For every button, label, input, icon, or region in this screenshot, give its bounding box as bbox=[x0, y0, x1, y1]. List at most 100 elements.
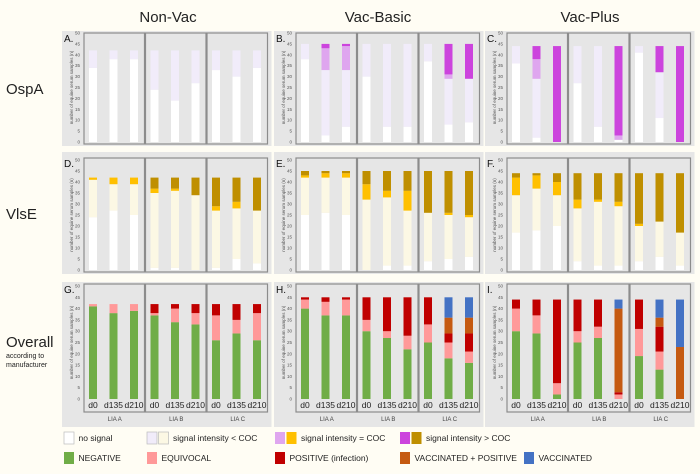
bar-segment-vlse_lt bbox=[465, 217, 473, 257]
y-tick-label: 25 bbox=[287, 213, 293, 218]
y-tick-label: 0 bbox=[500, 140, 503, 145]
y-tick-label: 10 bbox=[287, 374, 293, 379]
bar-segment-vlse_eq bbox=[553, 182, 561, 196]
y-tick-label: 30 bbox=[498, 74, 504, 79]
bar-d135 bbox=[594, 46, 602, 142]
legend-item-result-2: POSITIVE (infection) bbox=[275, 452, 369, 464]
bar-d135 bbox=[444, 43, 453, 142]
bar-segment-neg bbox=[253, 340, 261, 399]
bar-segment-vlse_gt bbox=[465, 171, 473, 215]
panel-label: A. bbox=[64, 34, 73, 45]
y-tick-label: 35 bbox=[498, 191, 504, 196]
group-box bbox=[206, 157, 269, 273]
x-tick-label: d0 bbox=[362, 400, 372, 410]
panel-label: E. bbox=[276, 159, 285, 170]
group-lia-c bbox=[629, 32, 692, 145]
bar-d0 bbox=[89, 304, 97, 399]
bar-segment-neg bbox=[89, 306, 97, 399]
bar-segment-ospa_eq bbox=[321, 48, 330, 71]
y-tick-label: 15 bbox=[287, 363, 293, 368]
bar-segment-pos bbox=[212, 304, 220, 316]
bar-d135 bbox=[171, 177, 179, 270]
y-axis-label: number of equine serum samples (n) bbox=[69, 50, 74, 124]
bar-segment-equ bbox=[403, 335, 412, 350]
x-tick-label: d210 bbox=[248, 400, 267, 410]
y-axis-label: number of equine serum samples (n) bbox=[69, 305, 74, 379]
group-lia-b bbox=[567, 32, 630, 145]
group-lia-b bbox=[356, 32, 419, 145]
bar-segment-vlse_eq bbox=[635, 223, 643, 226]
bar-d210 bbox=[130, 177, 138, 270]
y-tick-label: 15 bbox=[75, 235, 81, 240]
bar-d135 bbox=[444, 171, 453, 270]
x-tick-label: d210 bbox=[186, 400, 205, 410]
bar-segment-ns bbox=[512, 232, 520, 270]
bar-segment-ns bbox=[301, 215, 309, 270]
bar-segment-neg bbox=[532, 333, 541, 399]
x-tick-label: d210 bbox=[548, 400, 567, 410]
bar-segment-ns bbox=[130, 215, 138, 270]
legend-item-signal-2: signal intensity = COC bbox=[275, 432, 385, 444]
bar-segment-vlse_gt bbox=[573, 173, 582, 200]
bar-d0 bbox=[301, 171, 309, 270]
group-box bbox=[83, 32, 146, 145]
bar-segment-pos bbox=[232, 304, 241, 320]
y-axis-label: number of equine serum samples (n) bbox=[281, 50, 286, 124]
y-tick-label: 0 bbox=[77, 397, 80, 402]
bar-d135 bbox=[383, 43, 391, 142]
bar-segment-vlse_lt bbox=[253, 210, 261, 264]
group-box bbox=[83, 157, 146, 273]
bar-segment-ospa_gt bbox=[444, 43, 453, 75]
y-tick-label: 45 bbox=[75, 169, 81, 174]
group-box bbox=[418, 32, 481, 145]
bar-segment-pos bbox=[532, 299, 541, 316]
legend-item-signal-1: signal intensity < COC bbox=[146, 431, 257, 445]
bar-segment-ns bbox=[403, 126, 412, 142]
bar-segment-vlse_lt bbox=[321, 177, 330, 213]
bar-d135 bbox=[655, 46, 664, 142]
y-tick-label: 20 bbox=[75, 351, 81, 356]
bar-d0 bbox=[424, 43, 432, 143]
y-tick-label: 45 bbox=[498, 41, 504, 46]
bar-segment-ospa_lt bbox=[232, 50, 241, 77]
legend-label: no signal bbox=[79, 433, 113, 443]
bar-segment-ns bbox=[301, 59, 309, 142]
bar-segment-ospa_lt bbox=[212, 50, 220, 71]
bar-segment-neg bbox=[403, 349, 412, 399]
group-label: LIA C bbox=[653, 417, 668, 423]
y-tick-label: 15 bbox=[75, 107, 81, 112]
bar-d210 bbox=[191, 50, 200, 142]
panel-b: B. 0 5 10 15 20 25 30 35 40 45 50 number of equine s… bbox=[274, 31, 484, 146]
bar-d135 bbox=[232, 177, 241, 270]
bar-segment-ns bbox=[171, 267, 179, 270]
bar-segment-equ bbox=[655, 351, 664, 370]
panel-label: D. bbox=[64, 159, 74, 170]
legend-label: signal intensity > COC bbox=[426, 433, 510, 443]
bar-d0 bbox=[212, 304, 220, 399]
bar-d210 bbox=[614, 173, 623, 270]
y-tick-label: 50 bbox=[287, 158, 293, 163]
group-label: LIA A bbox=[320, 417, 334, 423]
bar-d0 bbox=[635, 173, 643, 270]
legend-swatch-ospa_lt bbox=[146, 431, 158, 445]
bar-segment-ospa_lt bbox=[573, 46, 582, 84]
bar-segment-ospa_lt bbox=[150, 50, 159, 90]
panel-a: A. 0 5 10 15 20 25 30 35 40 45 50 number of equine s… bbox=[62, 31, 272, 146]
legend-label: VACCINATED bbox=[539, 453, 593, 463]
group-box bbox=[83, 283, 146, 413]
group-lia-b: d0 d135 d210 LIA B bbox=[144, 283, 207, 423]
group-box bbox=[567, 32, 630, 145]
bar-segment-ns bbox=[383, 126, 391, 142]
group-lia-b: d0 d135 d210 LIA B bbox=[567, 283, 630, 423]
y-tick-label: 40 bbox=[75, 180, 81, 185]
legend-swatch-ospa_gt bbox=[400, 432, 410, 444]
x-tick-label: d135 bbox=[378, 400, 397, 410]
bar-d210 bbox=[614, 46, 623, 142]
bar-d135 bbox=[109, 50, 118, 142]
bar-segment-vlse_lt bbox=[553, 195, 561, 226]
bar-segment-neg bbox=[171, 322, 179, 399]
bar-d135 bbox=[655, 173, 664, 270]
group-box bbox=[506, 283, 569, 413]
panel-g: G. 0 5 10 15 20 25 30 35 40 45 50 number of equine s… bbox=[62, 282, 272, 427]
group-box bbox=[356, 157, 419, 273]
